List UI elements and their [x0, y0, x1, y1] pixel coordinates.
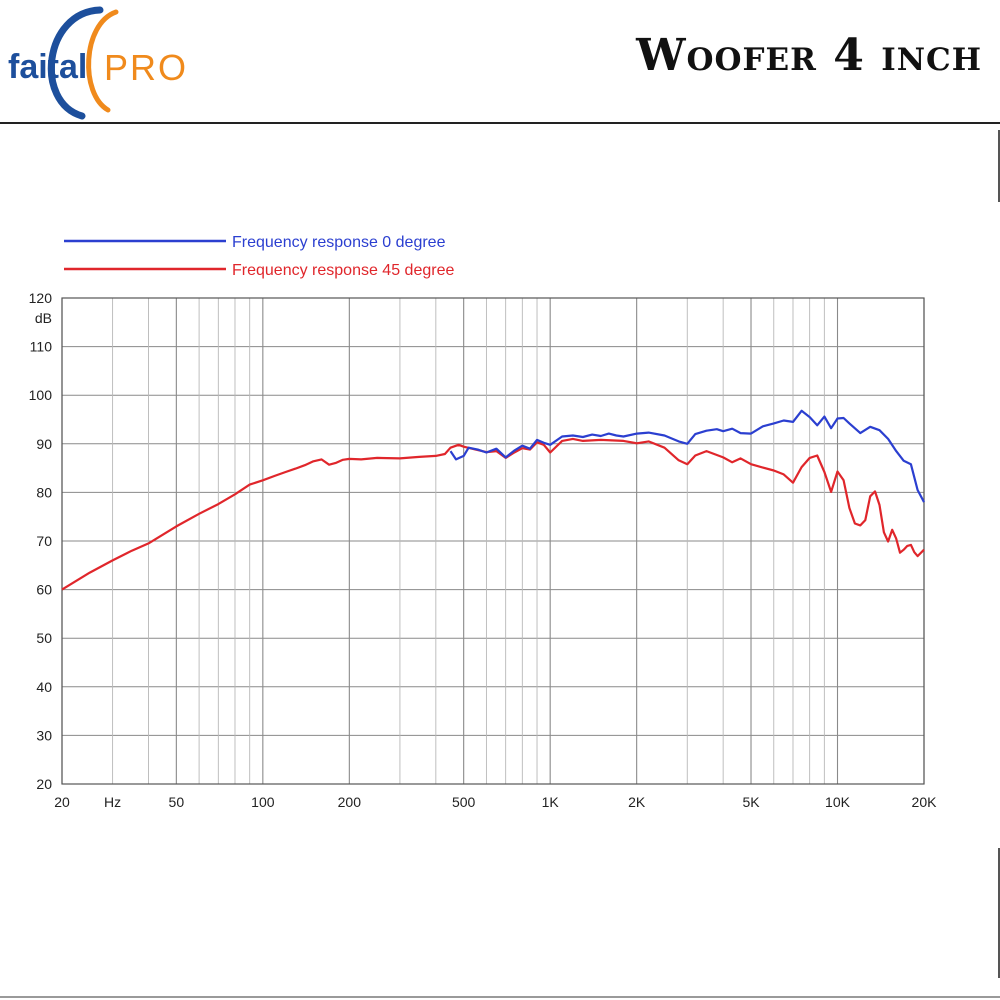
header-divider	[0, 122, 1000, 124]
y-tick-label: 120	[29, 290, 53, 306]
x-tick-label: 20K	[912, 794, 938, 810]
header-bar: faital PRO Woofer 4 inch	[0, 0, 1000, 124]
chart-grid	[61, 297, 925, 785]
series-line-45-degree	[61, 437, 925, 591]
y-tick-label: 20	[36, 776, 52, 792]
logo-text-pro: PRO	[104, 47, 188, 88]
y-axis: 120 110 100 90 80 70 60 50 40 30 20 dB	[29, 290, 53, 792]
series-line-0-degree	[449, 409, 925, 503]
x-axis: 20 Hz 50 100 200 500 1K 2K 5K 10K 20K	[54, 794, 937, 810]
legend-label-45-degree: Frequency response 45 degree	[232, 262, 454, 279]
y-tick-label: 30	[36, 727, 52, 743]
y-tick-label: 40	[36, 679, 52, 695]
x-tick-label: 50	[169, 794, 185, 810]
x-tick-label: 500	[452, 794, 476, 810]
chart-legend: Frequency response 0 degree Frequency res…	[64, 234, 454, 279]
right-edge-mark	[998, 848, 1000, 978]
plot-border	[61, 297, 925, 785]
y-tick-label: 100	[29, 387, 53, 403]
x-tick-label: 100	[251, 794, 275, 810]
y-tick-label: 110	[30, 339, 53, 355]
y-tick-label: 60	[36, 582, 52, 598]
y-axis-unit-label: dB	[35, 310, 52, 326]
y-tick-label: 80	[36, 484, 52, 500]
y-tick-label: 90	[36, 436, 52, 452]
x-tick-label: 20	[54, 794, 70, 810]
x-tick-label: Hz	[104, 794, 121, 810]
faital-pro-logo: faital PRO	[8, 6, 188, 120]
x-tick-label: 5K	[742, 794, 760, 810]
page-title: Woofer 4 inch	[636, 30, 982, 81]
frequency-response-chart: Frequency response 0 degree Frequency res…	[29, 234, 937, 810]
logo-arc-orange	[86, 9, 119, 113]
y-tick-label: 50	[36, 630, 52, 646]
legend-label-0-degree: Frequency response 0 degree	[232, 234, 446, 251]
x-tick-label: 2K	[628, 794, 646, 810]
right-edge-mark	[998, 130, 1000, 202]
y-tick-label: 70	[36, 533, 52, 549]
logo-text-faital: faital	[8, 48, 87, 86]
x-tick-label: 10K	[825, 794, 851, 810]
series-layer	[61, 409, 925, 591]
bottom-divider	[0, 996, 1000, 998]
x-tick-label: 1K	[542, 794, 560, 810]
x-tick-label: 200	[338, 794, 362, 810]
logo-arc-blue	[47, 6, 104, 120]
plot-frame	[61, 297, 925, 785]
